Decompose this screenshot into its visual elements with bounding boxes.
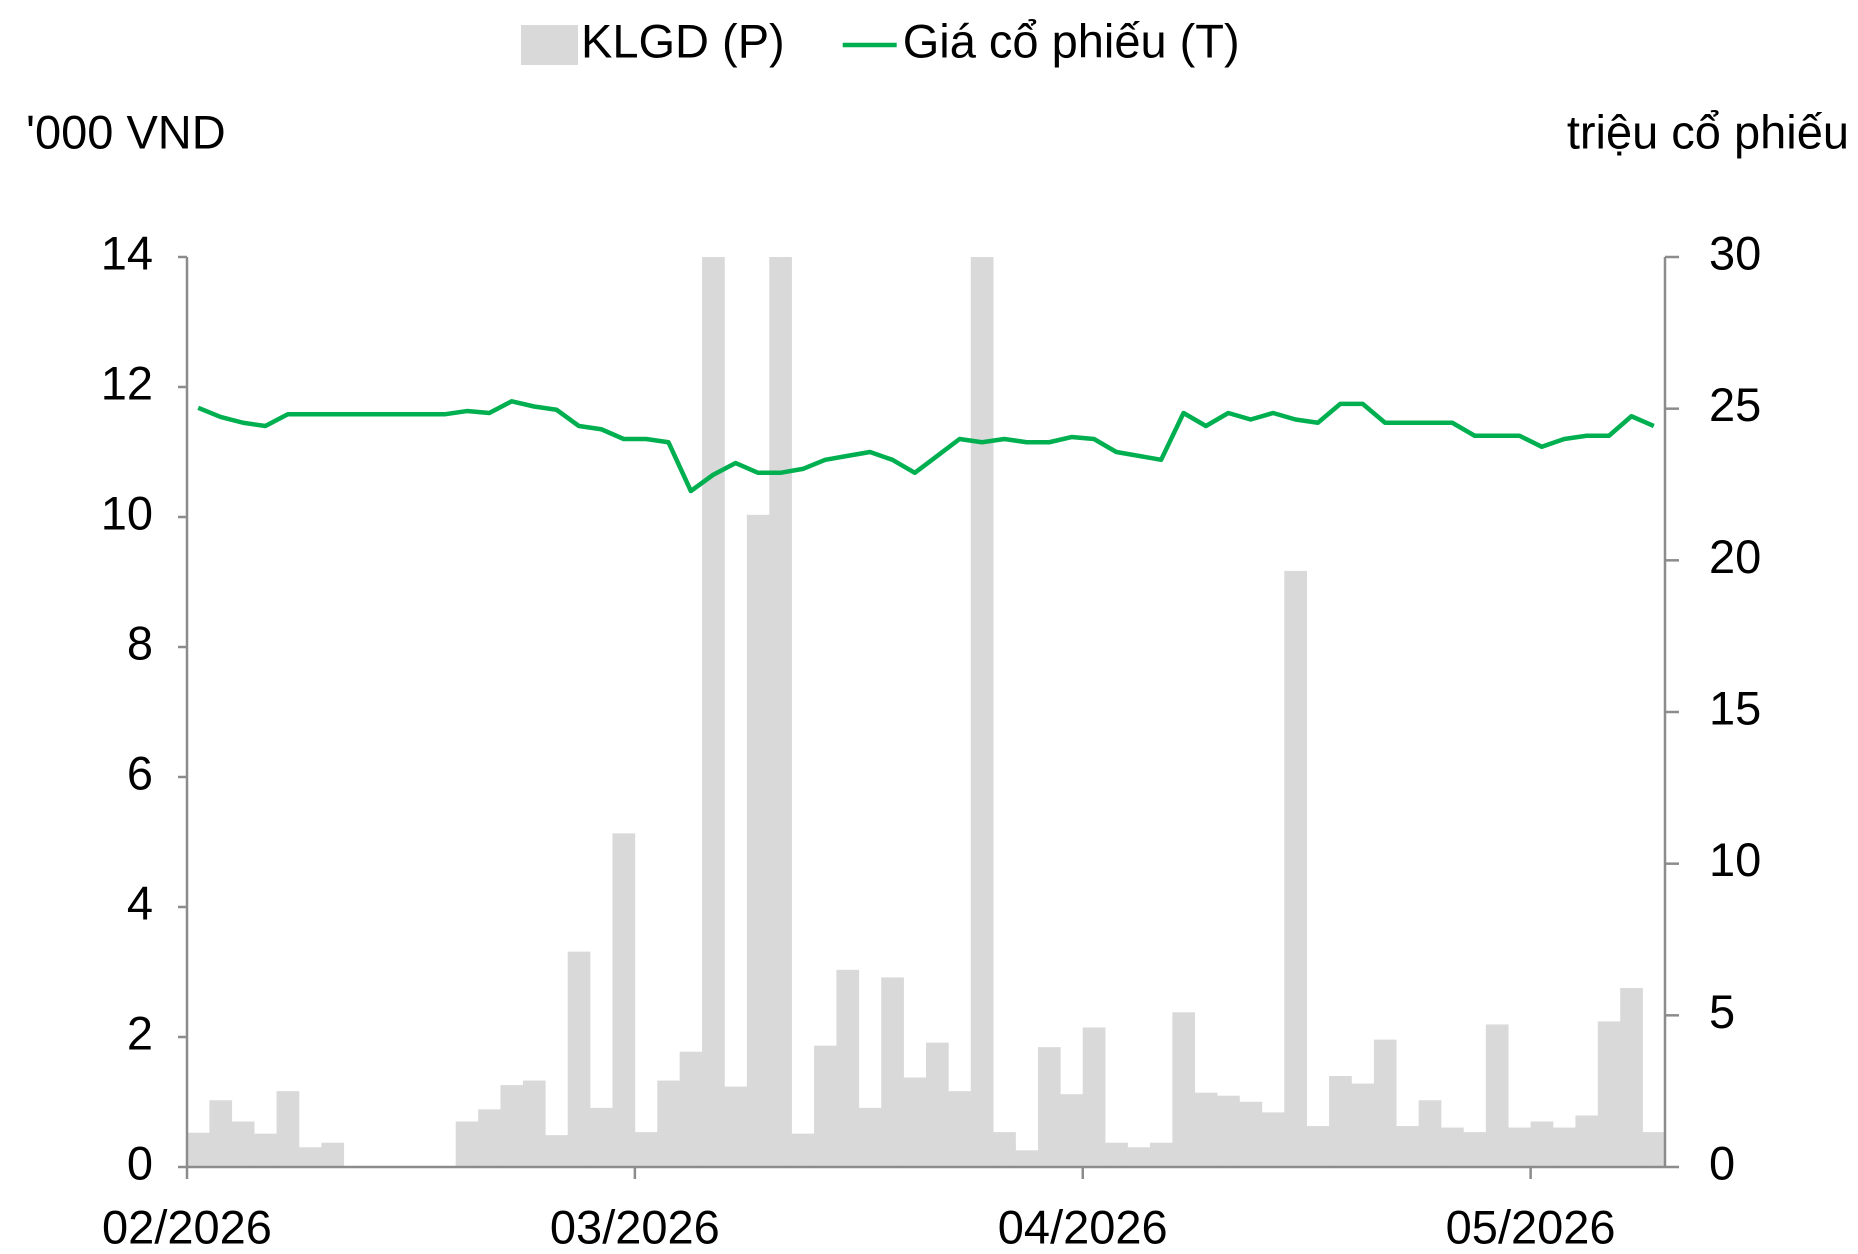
x-tick-label: 05/2026 bbox=[1446, 1200, 1616, 1253]
bar bbox=[1172, 1012, 1196, 1167]
y-tick-label: 14 bbox=[101, 226, 153, 279]
bar bbox=[567, 951, 591, 1167]
bar bbox=[769, 257, 792, 1167]
bar bbox=[1485, 1024, 1509, 1167]
y-tick-label: 12 bbox=[101, 356, 153, 409]
bar bbox=[993, 1132, 1016, 1167]
bar bbox=[1418, 1100, 1442, 1167]
bar bbox=[1441, 1127, 1464, 1167]
y2-axis-label: triệu cổ phiếu bbox=[1567, 105, 1849, 158]
bar bbox=[746, 514, 770, 1167]
bar bbox=[590, 1107, 613, 1167]
bar bbox=[1194, 1092, 1218, 1167]
bar bbox=[1105, 1142, 1128, 1167]
bar bbox=[679, 1051, 703, 1167]
bar bbox=[970, 257, 994, 1167]
bar bbox=[1396, 1126, 1419, 1167]
y2-tick-label: 15 bbox=[1709, 681, 1761, 734]
bar bbox=[612, 833, 636, 1167]
bar bbox=[1597, 1021, 1621, 1167]
legend-swatch bbox=[521, 25, 578, 65]
bar bbox=[500, 1085, 524, 1167]
bar bbox=[926, 1042, 949, 1167]
bar bbox=[545, 1135, 568, 1167]
y2-tick-label: 5 bbox=[1709, 985, 1735, 1038]
bar bbox=[903, 1077, 927, 1167]
bar bbox=[858, 1107, 882, 1167]
y2-tick-label: 20 bbox=[1709, 530, 1761, 583]
bar bbox=[1015, 1150, 1039, 1167]
bar bbox=[209, 1100, 233, 1167]
y-tick-label: 8 bbox=[127, 616, 153, 669]
y-tick-label: 4 bbox=[127, 876, 153, 929]
x-tick-label: 02/2026 bbox=[102, 1200, 272, 1253]
bar bbox=[1508, 1127, 1531, 1167]
bar bbox=[1553, 1127, 1576, 1167]
bar bbox=[478, 1109, 501, 1167]
bar bbox=[657, 1080, 680, 1167]
bar bbox=[522, 1080, 546, 1167]
x-tick-label: 04/2026 bbox=[998, 1200, 1168, 1253]
y-tick-label: 0 bbox=[127, 1136, 153, 1189]
bar bbox=[634, 1132, 658, 1167]
y2-tick-label: 0 bbox=[1709, 1136, 1735, 1189]
bar bbox=[254, 1133, 277, 1167]
bar bbox=[1239, 1101, 1263, 1167]
y2-tick-label: 30 bbox=[1709, 226, 1761, 279]
bar bbox=[881, 977, 904, 1167]
y2-tick-label: 10 bbox=[1709, 833, 1761, 886]
y-tick-label: 2 bbox=[127, 1006, 153, 1059]
bar bbox=[276, 1091, 300, 1167]
bar bbox=[1463, 1132, 1487, 1167]
y2-tick-label: 25 bbox=[1709, 378, 1761, 431]
bar bbox=[1261, 1112, 1285, 1167]
bar bbox=[1642, 1132, 1665, 1167]
legend-label: Giá cổ phiếu (T) bbox=[903, 14, 1240, 67]
bar bbox=[1575, 1115, 1599, 1167]
bar bbox=[1037, 1047, 1061, 1167]
bar bbox=[724, 1086, 748, 1167]
bar bbox=[1149, 1142, 1173, 1167]
bar bbox=[1127, 1147, 1151, 1167]
bar bbox=[1373, 1039, 1397, 1167]
bar bbox=[814, 1045, 837, 1167]
bar bbox=[321, 1142, 345, 1167]
bar bbox=[702, 257, 725, 1167]
price-line bbox=[197, 399, 1655, 494]
bar bbox=[836, 969, 860, 1167]
bar bbox=[1329, 1076, 1352, 1167]
bar bbox=[948, 1091, 972, 1167]
y-tick-label: 6 bbox=[127, 746, 153, 799]
x-tick-label: 03/2026 bbox=[550, 1200, 720, 1253]
bar bbox=[1620, 988, 1643, 1167]
bar bbox=[187, 1132, 210, 1167]
bar bbox=[791, 1133, 815, 1167]
bar bbox=[1306, 1126, 1330, 1167]
bar bbox=[455, 1121, 479, 1167]
bar bbox=[1060, 1094, 1084, 1167]
bar bbox=[1530, 1121, 1554, 1167]
bar bbox=[1217, 1095, 1240, 1167]
bar bbox=[1284, 570, 1307, 1167]
bar bbox=[231, 1121, 255, 1167]
y-tick-label: 10 bbox=[101, 486, 153, 539]
bar bbox=[298, 1147, 322, 1167]
legend-label: KLGD (P) bbox=[581, 14, 785, 67]
bar bbox=[1351, 1083, 1375, 1167]
y-axis-label: '000 VND bbox=[26, 105, 226, 158]
bars bbox=[187, 257, 1665, 1167]
bar bbox=[1082, 1027, 1106, 1167]
